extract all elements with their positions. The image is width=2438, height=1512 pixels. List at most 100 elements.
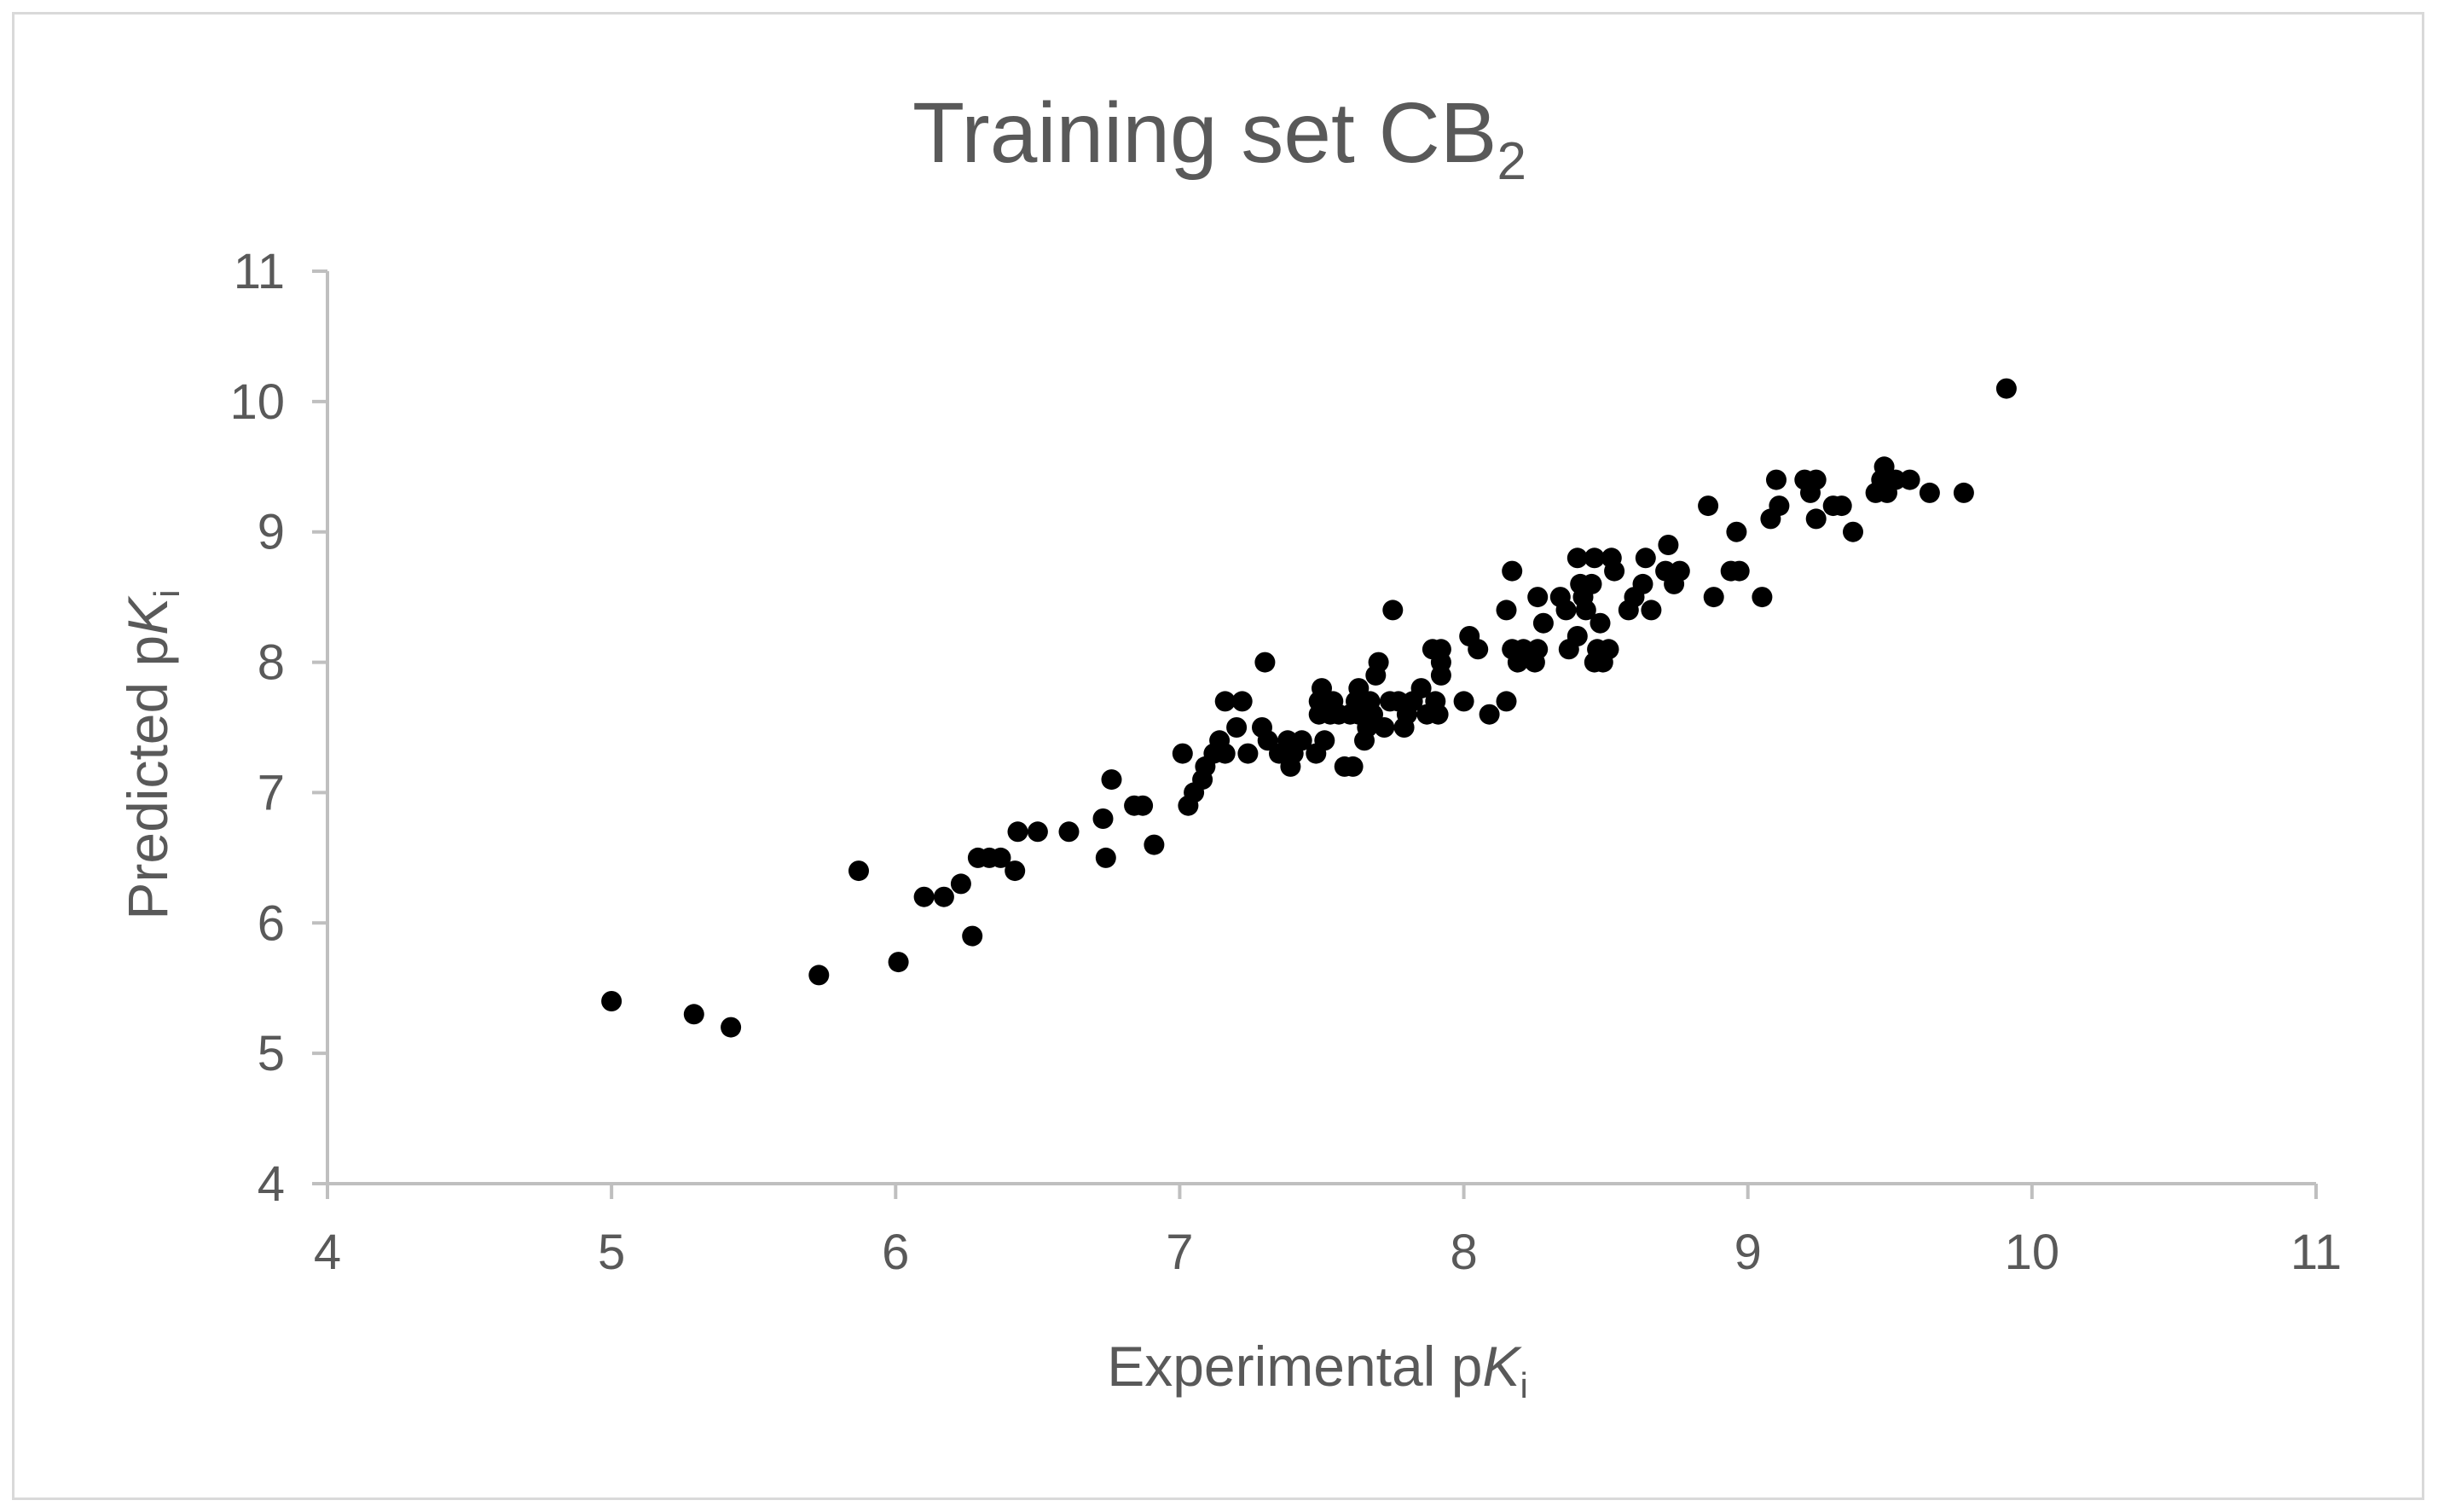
- data-point: [1604, 560, 1625, 582]
- y-tick-labels: 4 5 6 7 8 9 10 11: [229, 244, 285, 1212]
- data-point: [1058, 821, 1080, 843]
- data-point: [1527, 587, 1549, 608]
- data-point: [1581, 573, 1602, 594]
- data-point: [1953, 482, 1974, 503]
- data-point: [1496, 691, 1517, 712]
- data-point: [1226, 717, 1248, 738]
- x-axis-title: Experimental pKi: [1107, 1335, 1528, 1405]
- data-point: [808, 965, 830, 986]
- data-point: [1214, 691, 1236, 712]
- data-point: [721, 1017, 742, 1038]
- data-point: [1658, 535, 1679, 555]
- data-point: [913, 886, 935, 907]
- data-point: [1598, 639, 1619, 660]
- chart-title: Training set CB2: [912, 85, 1526, 191]
- x-tick-label: 5: [598, 1225, 625, 1280]
- data-point: [1291, 730, 1312, 751]
- data-point: [1669, 560, 1690, 582]
- data-point: [933, 886, 954, 907]
- y-tick-label: 6: [258, 895, 285, 951]
- x-tick-label: 11: [2290, 1225, 2342, 1280]
- data-point: [1703, 587, 1724, 608]
- data-point: [1885, 469, 1906, 490]
- data-point: [1995, 378, 2017, 399]
- data-point: [1919, 482, 1940, 503]
- svg-text:Predicted pKi: Predicted pKi: [116, 589, 187, 919]
- y-tick-label: 10: [229, 374, 285, 430]
- data-point: [1237, 743, 1259, 764]
- data-point: [1555, 600, 1577, 621]
- x-tick-labels: 4 5 6 7 8 9 10 11: [314, 1225, 2342, 1280]
- data-point: [601, 991, 623, 1011]
- data-point: [1231, 691, 1253, 712]
- data-point: [950, 873, 971, 895]
- data-point: [1427, 704, 1449, 725]
- data-point: [1144, 834, 1165, 855]
- x-tick-label: 10: [2005, 1225, 2060, 1280]
- data-point: [1635, 547, 1656, 569]
- x-tick-label: 8: [1450, 1225, 1477, 1280]
- data-point: [1729, 560, 1750, 582]
- y-tick-label: 7: [258, 765, 285, 820]
- data-point: [1254, 652, 1276, 673]
- x-tick-label: 9: [1734, 1225, 1762, 1280]
- data-point: [1843, 521, 1863, 542]
- data-point: [1101, 769, 1122, 791]
- data-point: [1575, 600, 1596, 621]
- data-point: [962, 925, 983, 947]
- x-tick-label: 6: [882, 1225, 909, 1280]
- data-point: [1027, 821, 1048, 843]
- data-point: [1095, 847, 1116, 868]
- data-point: [1698, 495, 1719, 517]
- data-point: [1214, 743, 1236, 764]
- data-point: [848, 860, 869, 882]
- data-points: [601, 378, 2017, 1038]
- y-tick-label: 9: [258, 505, 285, 560]
- data-point: [1766, 469, 1787, 490]
- data-point: [1527, 639, 1549, 660]
- data-point: [1590, 612, 1611, 634]
- data-point: [1805, 469, 1827, 490]
- data-point: [1342, 756, 1364, 777]
- data-point: [1496, 600, 1517, 621]
- y-axis-title: Predicted pKi: [116, 589, 187, 919]
- data-point: [1382, 600, 1404, 621]
- x-tick-label: 7: [1166, 1225, 1193, 1280]
- data-point: [1632, 573, 1653, 594]
- data-point: [1566, 547, 1588, 569]
- data-point: [1769, 495, 1790, 517]
- data-point: [1566, 626, 1588, 646]
- data-point: [1410, 678, 1432, 699]
- data-point: [683, 1004, 704, 1025]
- axes: [312, 269, 2318, 1199]
- data-point: [888, 952, 909, 973]
- data-point: [1641, 600, 1662, 621]
- data-point: [1502, 560, 1523, 582]
- data-point: [1132, 795, 1154, 816]
- data-point: [1752, 587, 1773, 608]
- data-point: [1374, 717, 1395, 738]
- y-tick-label: 5: [258, 1026, 285, 1081]
- data-point: [1005, 860, 1026, 882]
- y-tick-label: 4: [258, 1156, 285, 1212]
- y-tick-label: 8: [258, 635, 285, 691]
- data-point: [1468, 639, 1489, 660]
- data-point: [1314, 730, 1335, 751]
- data-point: [1805, 508, 1827, 530]
- y-tick-label: 11: [234, 244, 285, 299]
- data-point: [1453, 691, 1474, 712]
- data-point: [1532, 612, 1554, 634]
- data-point: [1584, 547, 1605, 569]
- data-point: [1479, 704, 1500, 725]
- data-point: [990, 847, 1011, 868]
- x-tick-label: 4: [314, 1225, 341, 1280]
- data-point: [1726, 521, 1747, 542]
- data-point: [1172, 743, 1193, 764]
- data-point: [1831, 495, 1852, 517]
- data-point: [1007, 821, 1028, 843]
- data-point: [1899, 469, 1920, 490]
- data-point: [1368, 652, 1389, 673]
- data-point: [1092, 808, 1114, 829]
- data-point: [1430, 652, 1451, 673]
